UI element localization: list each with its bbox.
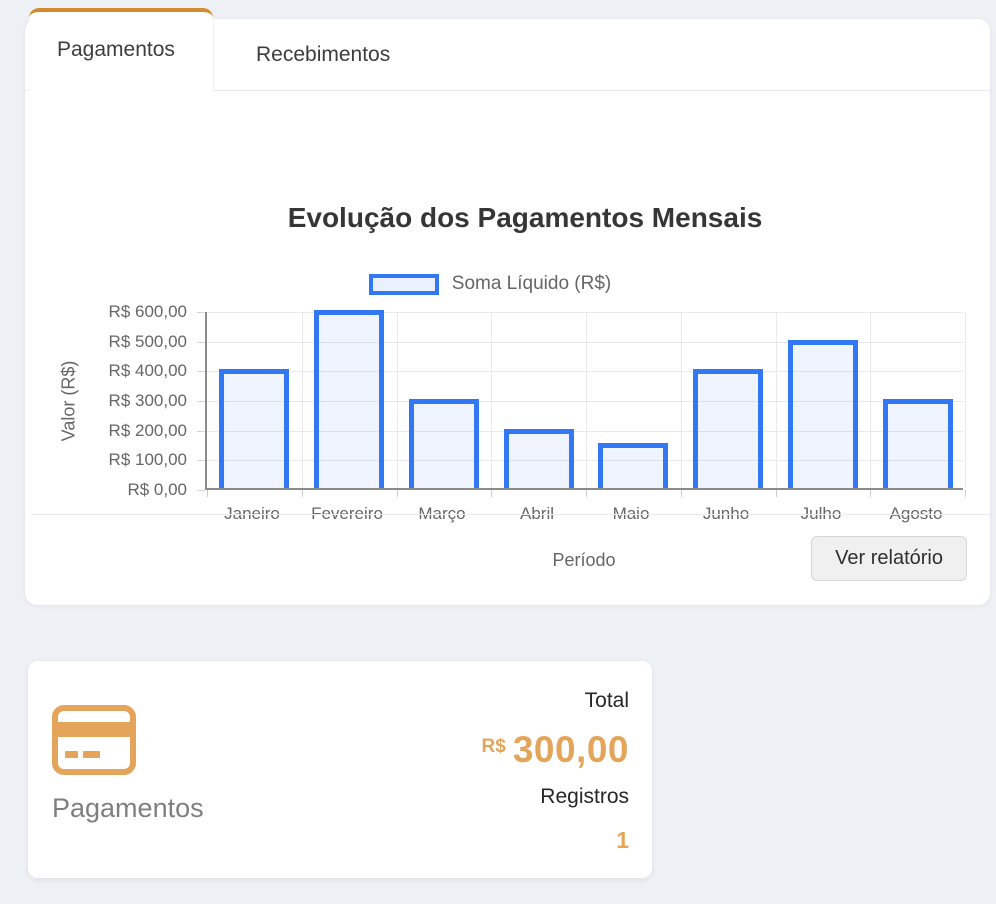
bar-abril [504, 429, 574, 488]
summary-card-title: Pagamentos [52, 793, 204, 823]
y-axis-labels: R$ 600,00 R$ 500,00 R$ 400,00 R$ 300,00 R$ 2… [25, 302, 197, 499]
registros-count: 1 [616, 826, 629, 853]
grid-line-v [965, 312, 966, 488]
grid-line-v [870, 312, 871, 488]
x-tick-label: Agosto [889, 504, 943, 523]
grid-line-v [491, 312, 492, 488]
x-axis-labels: Janeiro Fevereiro Março Abril Maio Junho Julho… [205, 504, 963, 528]
total-amount: 300,00 [512, 728, 629, 770]
y-tick-mark [197, 312, 205, 313]
x-tick-label: Junho [702, 504, 750, 523]
x-tick-mark [776, 490, 777, 497]
grid-line-h [207, 401, 963, 402]
y-tick-mark [197, 342, 205, 343]
x-tick-mark [870, 490, 871, 497]
bar-janeiro [219, 369, 289, 488]
x-tick-mark [491, 490, 492, 497]
y-tick-mark [197, 460, 205, 461]
payments-chart-card: Pagamentos Recebimentos Evolução dos Pag… [25, 8, 990, 605]
grid-line-v [397, 312, 398, 488]
bar-maio [598, 443, 668, 488]
y-tick-label: R$ 500,00 [108, 332, 187, 351]
y-tick-label: R$ 600,00 [108, 302, 187, 321]
y-tick-label: R$ 200,00 [108, 421, 187, 440]
grid-line-h [207, 342, 963, 343]
y-tick-label: R$ 400,00 [108, 361, 187, 380]
payments-summary-card: Pagamentos Total R$ 300,00 Registros 1 [28, 661, 652, 878]
x-tick-label: Janeiro [224, 504, 280, 523]
grid-line-v [681, 312, 682, 488]
x-axis-title: Período [552, 550, 616, 570]
plot-area [197, 310, 966, 497]
tab-recebimentos-label: Recebimentos [256, 43, 391, 66]
bar-junho [693, 369, 763, 488]
legend-swatch [368, 273, 439, 295]
x-tick-mark [586, 490, 587, 497]
x-tick-label: Fevereiro [311, 504, 383, 523]
grid-line-h [207, 431, 963, 432]
bar-fevereiro [314, 310, 384, 488]
credit-card-icon [52, 705, 136, 775]
y-tick-mark [197, 431, 205, 432]
x-tick-label: Maio [612, 504, 650, 523]
tab-recebimentos[interactable]: Recebimentos [213, 19, 432, 91]
y-tick-label: R$ 0,00 [127, 480, 187, 499]
x-tick-mark [397, 490, 398, 497]
legend-label: Soma Líquido (R$) [451, 273, 612, 294]
bar-março [409, 399, 479, 488]
registros-caption: Registros [540, 785, 629, 809]
tab-pagamentos[interactable]: Pagamentos [29, 8, 213, 92]
x-tick-mark [965, 490, 966, 497]
bar-agosto [883, 399, 953, 488]
ver-relatorio-label: Ver relatório [835, 547, 943, 569]
grid-line-h [207, 312, 963, 313]
bar-julho [788, 340, 858, 488]
x-tick-mark [207, 490, 208, 497]
total-value: R$ 300,00 [482, 731, 629, 768]
x-tick-label: Março [418, 504, 466, 523]
tab-bar [25, 19, 990, 91]
x-tick-mark [302, 490, 303, 497]
grid-line-h [207, 460, 963, 461]
x-tick-label: Julho [800, 504, 842, 523]
grid-line-v [776, 312, 777, 488]
chart-legend: Soma Líquido (R$) [25, 273, 955, 295]
tab-pagamentos-label: Pagamentos [57, 38, 175, 61]
y-tick-label: R$ 100,00 [108, 450, 187, 469]
y-tick-mark [197, 401, 205, 402]
summary-values: Total R$ 300,00 Registros 1 [482, 689, 629, 854]
total-caption: Total [584, 689, 629, 712]
grid-line-v [586, 312, 587, 488]
y-tick-mark [197, 371, 205, 372]
bar-chart: Evolução dos Pagamentos Mensais Soma Líq… [25, 92, 990, 570]
grid-line-v [302, 312, 303, 488]
footer-divider [30, 514, 990, 515]
x-tick-label: Abril [519, 504, 555, 523]
grid-line-h [207, 371, 963, 372]
y-tick-mark [197, 490, 205, 491]
chart-title: Evolução dos Pagamentos Mensais [287, 202, 763, 233]
ver-relatorio-button[interactable]: Ver relatório [811, 536, 967, 581]
x-tick-mark [681, 490, 682, 497]
currency-symbol: R$ [481, 735, 506, 757]
y-tick-label: R$ 300,00 [108, 391, 187, 410]
